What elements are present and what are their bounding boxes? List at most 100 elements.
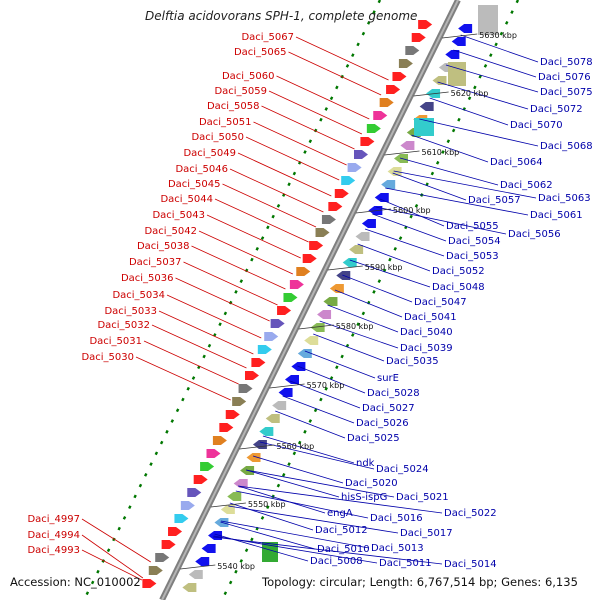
- gene-arrow: [419, 102, 434, 111]
- tick-label: 5630 kbp: [479, 31, 517, 40]
- gene-label-reverse: Daci_5057: [468, 195, 521, 206]
- gene-arrow: [259, 427, 274, 436]
- gene-arrow: [251, 358, 266, 367]
- label-connector: [214, 198, 309, 243]
- label-connector: [399, 157, 499, 186]
- gene-label-reverse: Daci_5027: [362, 403, 415, 414]
- gene-label-reverse: surE: [377, 373, 399, 384]
- label-connector: [220, 520, 370, 549]
- gene-label-forward: Daci_5044: [160, 194, 213, 205]
- gene-arrow: [315, 228, 330, 237]
- label-connector: [364, 228, 445, 257]
- gene-label-reverse: Daci_5026: [356, 418, 409, 429]
- gene-block: [478, 5, 498, 35]
- label-connector: [166, 294, 262, 339]
- gene-label-reverse: Daci_5025: [347, 433, 400, 444]
- label-connector: [246, 469, 340, 498]
- gene-arrow: [379, 98, 394, 107]
- tick-label: 5620 kbp: [451, 89, 489, 98]
- gene-arrow: [180, 501, 195, 510]
- label-connector: [198, 230, 294, 275]
- gene-label-forward: Daci_5045: [168, 179, 221, 190]
- gene-label-reverse: Daci_5053: [446, 251, 499, 262]
- label-connector: [237, 152, 332, 197]
- gene-label-reverse: Daci_5014: [444, 559, 497, 570]
- gene-label-forward: Daci_4997: [27, 514, 80, 525]
- label-connector: [429, 97, 509, 126]
- label-connector: [175, 277, 270, 322]
- gene-label-reverse: Daci_5070: [510, 120, 563, 131]
- label-connector: [228, 505, 399, 534]
- label-connector: [246, 469, 395, 498]
- gene-label-reverse: engA: [327, 508, 353, 519]
- gene-arrow: [432, 76, 447, 85]
- tick-label: 5560 kbp: [277, 442, 315, 451]
- label-connector: [349, 259, 431, 288]
- tick-line: [355, 208, 391, 214]
- gene-arrow: [374, 193, 389, 202]
- kbp-ticks: 5540 kbp 5550 kbp 5560 kbp 5570 kbp 5580 kbp…: [180, 31, 517, 571]
- label-connector: [295, 36, 389, 81]
- gene-label-forward: Daci_5042: [144, 226, 197, 237]
- gene-arrow: [392, 72, 407, 81]
- gene-label-reverse: Daci_5061: [530, 210, 583, 221]
- gene-arrow: [161, 540, 176, 549]
- gene-arrow: [225, 410, 240, 419]
- gene-arrow: [361, 219, 376, 228]
- genome-summary: Topology: circular; Length: 6,767,514 bp…: [262, 575, 578, 589]
- gene-arrow: [227, 492, 242, 501]
- label-connector: [297, 365, 366, 394]
- gene-arrow: [373, 111, 388, 120]
- accession-label: Accession: NC_010002: [10, 575, 141, 589]
- gene-features: [142, 5, 498, 592]
- label-connector: [275, 410, 346, 439]
- tick-label: 5590 kbp: [365, 263, 403, 272]
- label-connector: [268, 90, 363, 135]
- gene-arrow: [201, 544, 216, 553]
- gene-arrow: [142, 579, 157, 588]
- label-connector: [357, 243, 431, 272]
- gene-arrow: [418, 20, 433, 29]
- gene-arrow: [366, 124, 381, 133]
- gene-label-forward: Daci_5036: [121, 273, 174, 284]
- gene-label-reverse: Daci_5075: [540, 87, 593, 98]
- gene-arrow: [212, 436, 227, 445]
- gene-label-reverse: Daci_5022: [444, 508, 497, 519]
- label-connector: [81, 518, 151, 563]
- gene-label-reverse: Daci_5035: [386, 356, 439, 367]
- gene-label-reverse: Daci_5028: [367, 388, 420, 399]
- gene-label-reverse: Daci_5076: [538, 72, 591, 83]
- gene-label-reverse: Daci_5041: [404, 312, 457, 323]
- gene-label-reverse: Daci_5056: [508, 229, 561, 240]
- gene-arrow: [321, 215, 336, 224]
- gene-label-reverse: Daci_5048: [432, 282, 485, 293]
- gene-label-reverse: Daci_5064: [490, 157, 543, 168]
- label-connector: [220, 521, 316, 550]
- label-connectors: [81, 34, 539, 581]
- label-connector: [304, 350, 376, 379]
- label-connector: [379, 198, 445, 227]
- label-connector: [327, 304, 399, 333]
- gene-block: [448, 62, 466, 86]
- gene-label-reverse: Daci_5010: [317, 544, 370, 555]
- gene-arrow: [328, 202, 343, 211]
- gene-label-forward: Daci_5067: [241, 32, 294, 43]
- gene-arrow: [257, 345, 272, 354]
- gene-arrow: [451, 37, 466, 46]
- gene-arrow: [297, 349, 312, 358]
- label-connector: [214, 533, 309, 562]
- gene-arrow: [284, 375, 299, 384]
- gene-arrow: [270, 319, 285, 328]
- gene-arrow: [155, 553, 170, 562]
- label-connector: [288, 51, 382, 96]
- gene-label-reverse: Daci_5017: [400, 528, 453, 539]
- label-connector: [342, 274, 413, 303]
- gene-arrow: [174, 514, 189, 523]
- gene-arrow: [310, 323, 325, 332]
- tick-line: [269, 383, 305, 389]
- label-connector: [460, 34, 539, 63]
- gene-label-forward: Daci_5037: [129, 257, 182, 268]
- label-connector: [437, 81, 529, 110]
- gene-arrow: [304, 336, 319, 345]
